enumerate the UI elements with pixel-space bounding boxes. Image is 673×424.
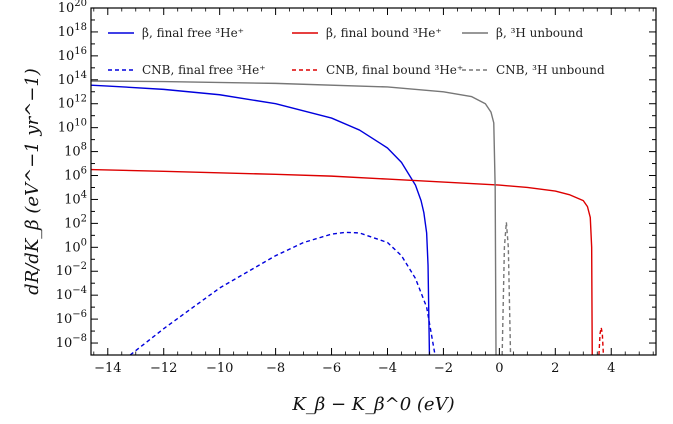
legend-label: CNB, final free ³He⁺ <box>142 63 266 77</box>
series-line-6 <box>501 221 512 355</box>
series-line-2 <box>91 168 593 355</box>
y-tick-label: 100 <box>64 237 87 255</box>
y-tick-label: 1012 <box>58 94 87 112</box>
x-tick-label: 4 <box>607 361 615 376</box>
y-tick-label: 10−4 <box>56 285 87 303</box>
y-tick-label: 10−8 <box>56 333 87 351</box>
y-tick-label: 1016 <box>58 46 87 64</box>
axes: −14 −12 −10 −8 −6 −4 −2 0 2 4 10−8 10−6 10−4 10−2 100 1… <box>22 0 657 415</box>
y-tick-label: 106 <box>64 166 87 184</box>
x-tick-label: 0 <box>495 361 503 376</box>
plot-background <box>91 8 656 355</box>
y-tick-label: 10−2 <box>56 261 87 279</box>
legend-label: β, final bound ³He⁺ <box>326 26 442 40</box>
x-tick-label: −12 <box>150 361 177 376</box>
y-tick-label: 1010 <box>58 118 87 136</box>
y-tick-label: 1014 <box>58 70 87 88</box>
series-line-5 <box>598 326 605 355</box>
series-line-3 <box>91 80 497 355</box>
y-axis-title: dR/dK_β (eV^−1 yr^−1) <box>22 68 43 295</box>
x-tick-label: −2 <box>434 361 453 376</box>
x-tick-label: −10 <box>206 361 233 376</box>
legend-label: β, final free ³He⁺ <box>142 26 244 40</box>
legend-label: CNB, ³H unbound <box>496 63 605 77</box>
series-line-1 <box>91 84 431 355</box>
y-tick-label: 104 <box>64 189 87 207</box>
x-axis-title: K_β − K_β^0 (eV) <box>291 394 454 415</box>
x-tick-label: −6 <box>322 361 341 376</box>
legend-label: β, ³H unbound <box>496 26 583 40</box>
y-tick-label: 1020 <box>58 0 87 16</box>
y-tick-label: 102 <box>64 213 87 231</box>
y-tick-label: 1018 <box>58 22 87 40</box>
plot-area <box>91 8 656 355</box>
x-tick-label: −8 <box>266 361 285 376</box>
series-layer <box>91 80 605 355</box>
y-tick-label: 10−6 <box>56 309 87 327</box>
legend-label: CNB, final bound ³He⁺ <box>326 63 463 77</box>
x-tick-label: 2 <box>551 361 559 376</box>
x-tick-label: −4 <box>378 361 397 376</box>
legend: β, final free ³He⁺ β, final bound ³He⁺ β, … <box>108 26 605 77</box>
x-tick-label: −14 <box>94 361 121 376</box>
y-tick-label: 108 <box>64 142 87 160</box>
